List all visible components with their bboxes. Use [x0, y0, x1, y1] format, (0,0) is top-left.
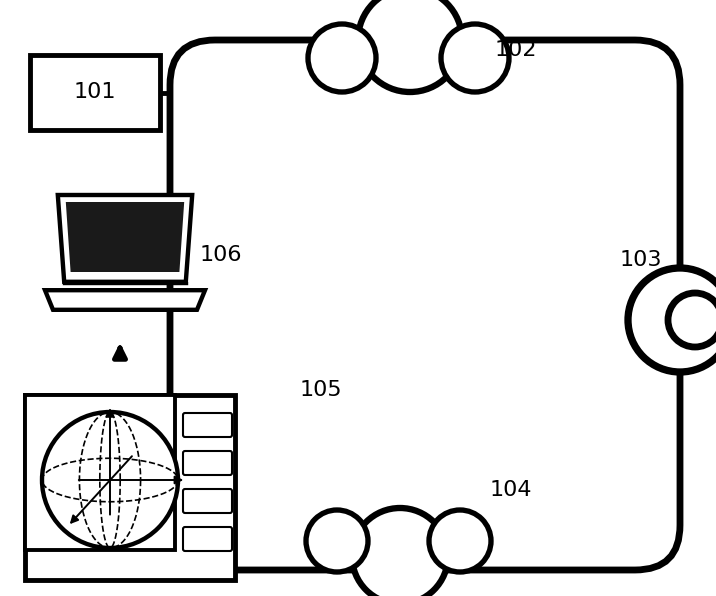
- Circle shape: [352, 508, 448, 596]
- Text: 106: 106: [200, 245, 243, 265]
- Polygon shape: [66, 202, 184, 272]
- Text: 105: 105: [300, 380, 343, 400]
- FancyBboxPatch shape: [183, 413, 232, 437]
- Bar: [30, 55, 160, 130]
- Bar: [25, 395, 175, 550]
- Text: 104: 104: [490, 480, 533, 500]
- Circle shape: [668, 293, 716, 347]
- Polygon shape: [45, 290, 205, 310]
- Circle shape: [628, 268, 716, 372]
- Circle shape: [306, 510, 368, 572]
- Text: 103: 103: [620, 250, 662, 270]
- Circle shape: [308, 24, 376, 92]
- Text: 102: 102: [495, 40, 538, 60]
- Circle shape: [429, 510, 491, 572]
- FancyBboxPatch shape: [183, 451, 232, 475]
- Circle shape: [42, 412, 178, 548]
- FancyBboxPatch shape: [183, 489, 232, 513]
- Bar: [25, 395, 235, 580]
- Circle shape: [358, 0, 462, 92]
- FancyBboxPatch shape: [183, 527, 232, 551]
- Polygon shape: [58, 195, 192, 282]
- Circle shape: [441, 24, 509, 92]
- Text: 101: 101: [74, 82, 116, 102]
